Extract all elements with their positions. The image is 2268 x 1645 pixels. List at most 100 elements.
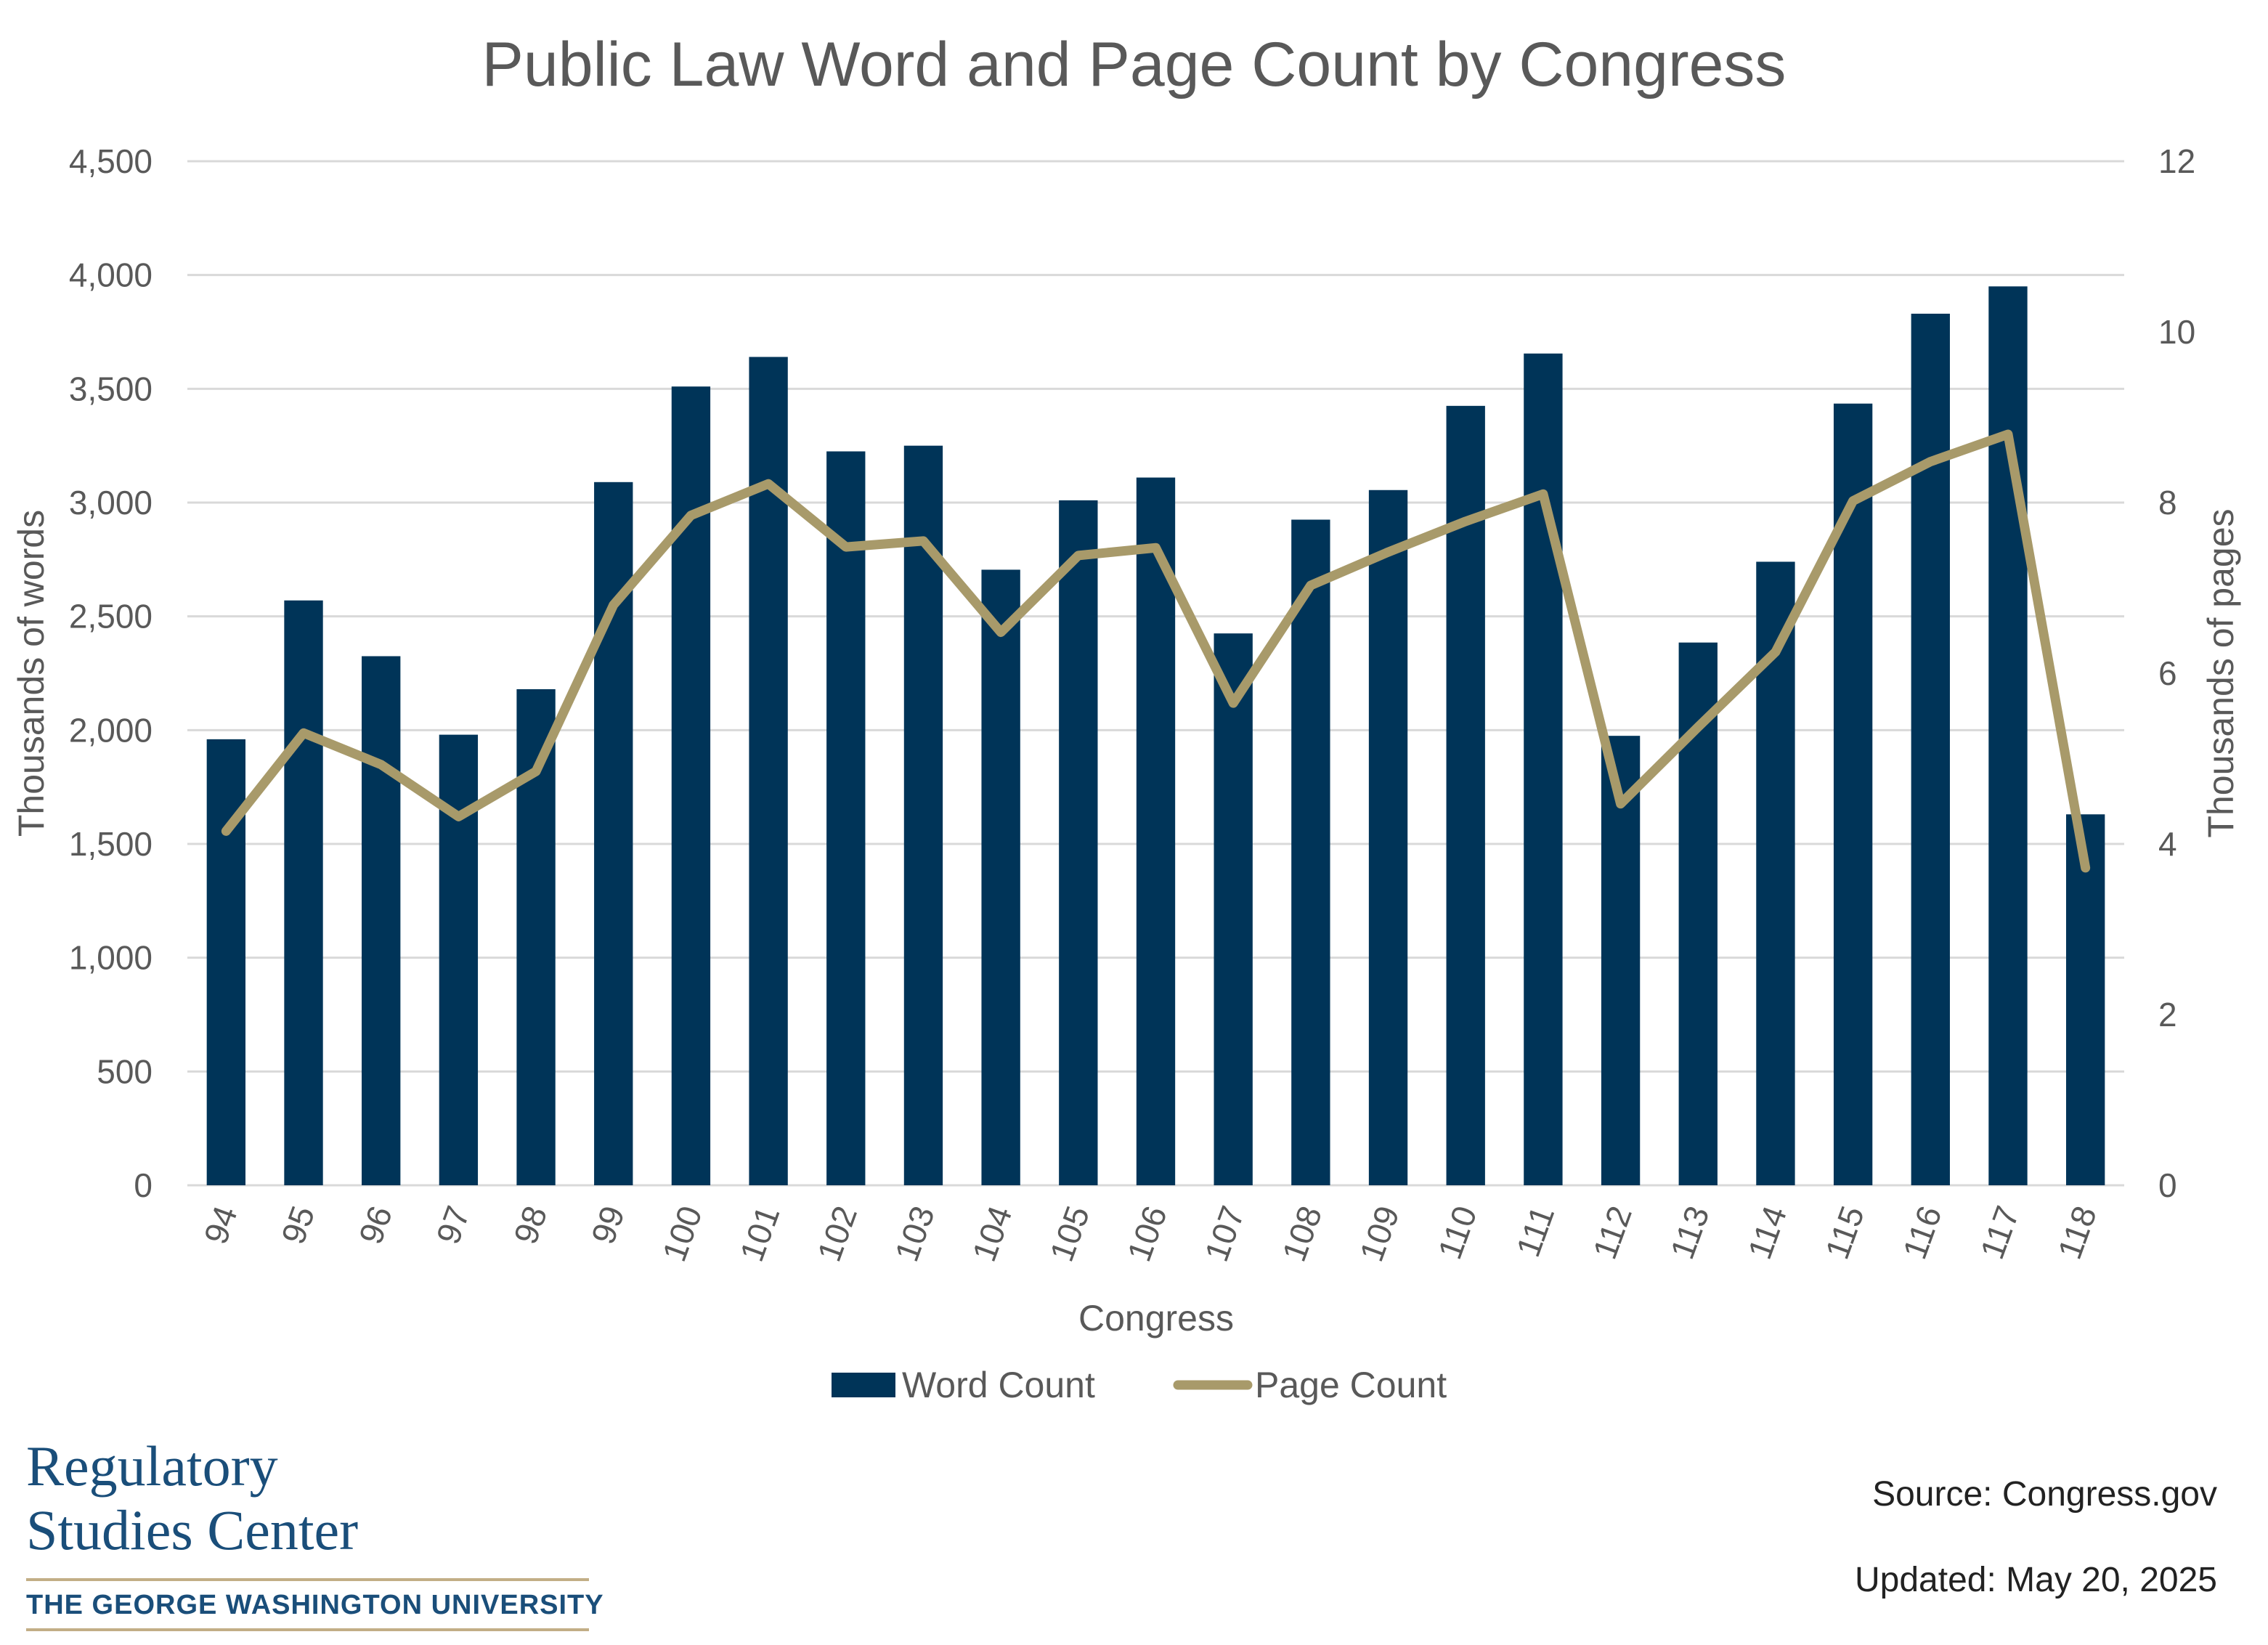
- line-point: [1930, 460, 1932, 463]
- logo-line-2: Studies Center: [26, 1498, 359, 1561]
- x-tick-label: 116: [1895, 1201, 1949, 1264]
- line-point: [458, 816, 460, 818]
- bar: [1136, 477, 1176, 1185]
- y2-axis-title: Thousands of pages: [2200, 508, 2241, 837]
- bar: [826, 451, 866, 1185]
- y-tick-label: 4,500: [69, 142, 153, 180]
- line-point: [1619, 803, 1622, 805]
- line-point: [535, 771, 537, 773]
- y2-tick-label: 2: [2158, 996, 2177, 1033]
- x-tick-label: 95: [274, 1201, 322, 1249]
- bar: [981, 569, 1020, 1185]
- y-axis-title: Thousands of words: [11, 510, 52, 837]
- logo-university: THE GEORGE WASHINGTON UNIVERSITY: [26, 1590, 604, 1620]
- line-point: [1000, 631, 1002, 633]
- y-tick-label: 2,000: [69, 711, 153, 749]
- legend-label-page-count: Page Count: [1255, 1365, 1447, 1405]
- line-point: [1774, 651, 1776, 653]
- y2-tick-label: 0: [2158, 1166, 2177, 1204]
- x-tick-label: 118: [2050, 1201, 2104, 1264]
- y2-tick-label: 4: [2158, 825, 2177, 863]
- y2-tick-label: 8: [2158, 484, 2177, 521]
- line-point: [1155, 547, 1157, 549]
- bar: [1911, 313, 1950, 1185]
- bar: [1059, 500, 1098, 1185]
- bar: [206, 739, 246, 1185]
- x-tick-label: 94: [196, 1201, 244, 1249]
- y2-tick-label: 6: [2158, 654, 2177, 692]
- x-tick-label: 102: [810, 1201, 864, 1267]
- x-axis-title: Congress: [1078, 1298, 1234, 1339]
- x-tick-label: 114: [1740, 1201, 1794, 1264]
- x-tick-label: 117: [1972, 1201, 2026, 1264]
- x-tick-label: 101: [732, 1201, 787, 1267]
- line-point: [1077, 554, 1079, 556]
- line-point: [1232, 702, 1235, 704]
- logo-divider-top: [26, 1578, 589, 1581]
- y2-tick-label: 12: [2158, 142, 2195, 180]
- line-point: [303, 732, 305, 734]
- bar: [2065, 814, 2105, 1185]
- rsc-logo: Regulatory Studies Center THE GEORGE WAS…: [26, 1434, 604, 1631]
- x-tick-label: 107: [1197, 1201, 1251, 1267]
- line-point: [1387, 551, 1389, 553]
- bar: [1601, 736, 1641, 1185]
- line-point: [612, 604, 614, 606]
- line-point: [380, 763, 382, 765]
- line-point: [690, 514, 692, 516]
- x-tick-label: 100: [655, 1201, 710, 1267]
- legend-label-word-count: Word Count: [902, 1365, 1095, 1405]
- x-tick-label: 112: [1585, 1201, 1639, 1264]
- y-tick-label: 500: [97, 1052, 153, 1090]
- x-tick-label: 113: [1663, 1201, 1717, 1264]
- bar: [903, 445, 943, 1185]
- y-tick-label: 2,500: [69, 598, 153, 635]
- source-note: Source: Congress.gov: [1872, 1475, 2217, 1514]
- y-tick-label: 4,000: [69, 256, 153, 294]
- x-tick-label: 106: [1120, 1201, 1174, 1267]
- line-point: [1697, 726, 1699, 728]
- logo-line-1: Regulatory: [26, 1434, 278, 1498]
- bar: [1446, 405, 1485, 1186]
- bar: [1214, 633, 1253, 1185]
- x-tick-label: 108: [1275, 1201, 1329, 1267]
- line-point: [2007, 434, 2009, 435]
- bar: [1368, 490, 1408, 1185]
- x-tick-label: 110: [1431, 1201, 1484, 1264]
- chart-title: Public Law Word and Page Count by Congre…: [481, 30, 1787, 99]
- updated-note: Updated: May 20, 2025: [1854, 1561, 2217, 1599]
- bar: [1988, 286, 2028, 1185]
- bar: [1291, 519, 1330, 1185]
- x-tick-label: 103: [887, 1201, 942, 1267]
- line-point: [1309, 584, 1312, 586]
- y2-tick-label: 10: [2158, 313, 2195, 351]
- y-tick-label: 3,000: [69, 484, 153, 521]
- line-point: [1465, 520, 1467, 522]
- x-tick-label: 96: [351, 1201, 399, 1249]
- line-point: [845, 546, 847, 548]
- y-tick-label: 3,500: [69, 370, 153, 407]
- line-point: [225, 830, 227, 832]
- x-tick-label: 99: [584, 1201, 632, 1249]
- x-tick-label: 98: [506, 1201, 554, 1249]
- y-tick-label: 0: [134, 1166, 153, 1204]
- x-tick-label: 104: [964, 1201, 1019, 1267]
- bar: [284, 600, 323, 1185]
- line-point: [2084, 866, 2086, 869]
- line-point: [922, 540, 924, 542]
- line-point: [1852, 500, 1854, 502]
- x-tick-label: 97: [428, 1201, 476, 1249]
- y-tick-label: 1,000: [69, 939, 153, 977]
- x-tick-label: 111: [1509, 1201, 1562, 1262]
- bar: [362, 656, 401, 1185]
- y-tick-label: 1,500: [69, 825, 153, 863]
- legend-swatch-word-count: [832, 1373, 895, 1397]
- line-point: [768, 483, 770, 485]
- x-tick-label: 109: [1352, 1201, 1407, 1267]
- x-tick-label: 115: [1818, 1201, 1871, 1264]
- x-tick-label: 105: [1042, 1201, 1097, 1267]
- bar: [1524, 353, 1563, 1186]
- logo-divider-bottom: [26, 1628, 589, 1631]
- line-point: [1542, 493, 1544, 495]
